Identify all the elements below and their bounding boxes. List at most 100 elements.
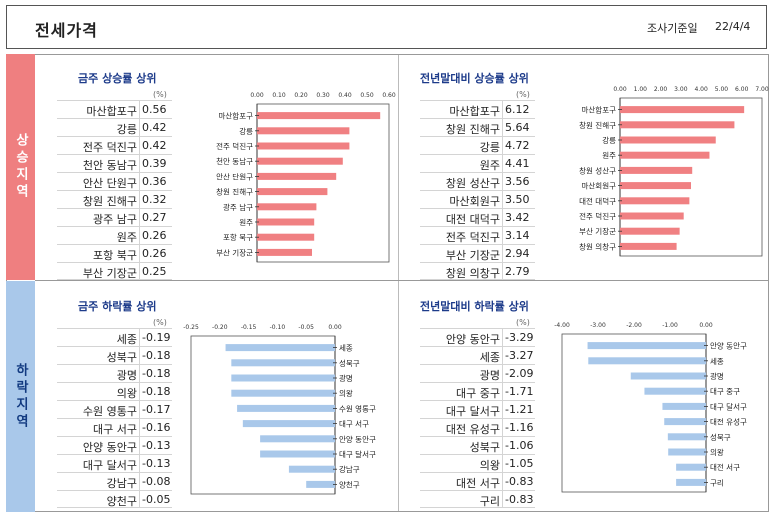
rate-value: -0.18: [142, 385, 171, 398]
region-name: 안양 동안구: [82, 441, 137, 454]
category-label: 강릉: [602, 135, 616, 145]
category-label: 마산회원구: [582, 181, 617, 191]
category-label: 전주 덕진구: [216, 141, 253, 151]
cell-divider: [502, 137, 503, 154]
table-row: 창원 성산구 3.56: [420, 172, 535, 190]
bar: [260, 450, 335, 458]
unit-label: (%): [516, 318, 530, 327]
category-label: 구리: [710, 478, 724, 487]
category-label: 부산 기장군: [216, 247, 253, 257]
cell-divider: [502, 245, 503, 262]
x-tick-label: 5.00: [715, 86, 729, 93]
rate-value: -0.83: [505, 475, 534, 488]
section-label-falling: 하락지역: [6, 281, 35, 512]
cell-divider: [139, 419, 140, 436]
page-title: 전세가격: [35, 21, 98, 40]
x-tick-label: -2.00: [626, 322, 642, 329]
region-name: 원주: [479, 159, 500, 172]
bar: [257, 188, 328, 196]
region-name: 세종: [116, 333, 137, 346]
table-row: 양천구 -0.05: [57, 490, 172, 508]
x-tick-label: -0.25: [183, 324, 199, 331]
bar: [257, 248, 312, 256]
bar: [257, 127, 350, 135]
rate-value: 0.39: [142, 157, 167, 170]
table-row: 마산합포구 6.12: [420, 100, 535, 118]
x-tick-label: 0.40: [338, 92, 352, 99]
region-name: 강릉: [116, 123, 137, 136]
cell-divider: [502, 347, 503, 364]
bar: [620, 227, 680, 235]
rate-value: -3.29: [505, 331, 534, 344]
region-name: 원주: [116, 231, 137, 244]
region-name: 창원 성산구: [445, 177, 500, 190]
region-name: 광명: [116, 369, 137, 382]
category-label: 안양 동안구: [339, 434, 376, 444]
category-label: 안산 단원구: [216, 171, 253, 181]
bar: [257, 157, 343, 165]
cell-divider: [502, 437, 503, 454]
table-row: 원주 0.26: [57, 226, 172, 244]
rate-value: 4.72: [505, 139, 530, 152]
table-row: 강남구 -0.08: [57, 472, 172, 490]
bar: [664, 418, 706, 426]
bar: [676, 463, 706, 471]
table-row: 의왕 -0.18: [57, 382, 172, 400]
rate-value: -1.71: [505, 385, 534, 398]
cell-divider: [502, 383, 503, 400]
panel-title: 전년말대비 하락률 상위: [420, 300, 529, 313]
cell-divider: [139, 227, 140, 244]
x-tick-label: -0.05: [298, 324, 314, 331]
rate-value: -0.13: [142, 457, 171, 470]
category-label: 마산합포구: [582, 105, 617, 115]
bar: [667, 433, 706, 441]
panel-title: 금주 상승률 상위: [78, 72, 157, 85]
section-label-rising-text: 상승지역: [13, 133, 28, 201]
table-row: 광명 -2.09: [420, 364, 535, 382]
rate-value: 3.56: [505, 175, 530, 188]
rate-value: -3.27: [505, 349, 534, 362]
rate-value: 2.79: [505, 265, 530, 278]
rate-value: 0.56: [142, 103, 167, 116]
section-label-falling-text: 하락지역: [13, 362, 28, 431]
cell-divider: [502, 419, 503, 436]
category-label: 의왕: [339, 388, 353, 398]
bar: [231, 374, 335, 382]
rate-value: -0.08: [142, 475, 171, 488]
table-row: 대전 대덕구 3.42: [420, 208, 535, 226]
bar: [620, 106, 745, 114]
cell-divider: [139, 263, 140, 280]
bar: [242, 420, 335, 428]
category-label: 대전 서구: [710, 462, 740, 472]
x-tick-label: 0.00: [250, 92, 264, 99]
rate-value: 6.12: [505, 103, 530, 116]
region-name: 광명: [479, 369, 500, 382]
category-label: 마산합포구: [219, 111, 254, 121]
bar: [668, 448, 706, 456]
table-row: 전주 덕진구 0.42: [57, 136, 172, 154]
panel-weekly-rise: 금주 상승률 상위 (%) 마산합포구 0.56 강릉 0.42 전주 덕진구 0.42 천…: [45, 62, 405, 282]
unit-label: (%): [153, 318, 167, 327]
bar: [257, 142, 350, 150]
bar: [257, 203, 317, 211]
unit-label: (%): [153, 90, 167, 99]
region-name: 대구 중구: [456, 387, 500, 400]
rate-value: 0.27: [142, 211, 167, 224]
x-tick-label: -0.15: [241, 324, 257, 331]
region-name: 창원 진해구: [82, 195, 137, 208]
category-label: 광명: [710, 371, 724, 381]
table-row: 성북구 -1.06: [420, 436, 535, 454]
region-name: 양천구: [106, 495, 137, 508]
table-row: 구리 -0.83: [420, 490, 535, 508]
bar-chart: -0.25 -0.20 -0.15 -0.10 -0.05 0.00 세종성북구광명의왕수원…: [183, 324, 376, 495]
rate-value: -0.13: [142, 439, 171, 452]
category-label: 원주: [602, 151, 616, 160]
bar: [620, 242, 677, 250]
category-label: 광주 남구: [223, 202, 253, 212]
bar: [644, 387, 706, 395]
category-label: 포항 북구: [223, 233, 253, 242]
cell-divider: [502, 101, 503, 118]
category-label: 강릉: [239, 126, 253, 136]
